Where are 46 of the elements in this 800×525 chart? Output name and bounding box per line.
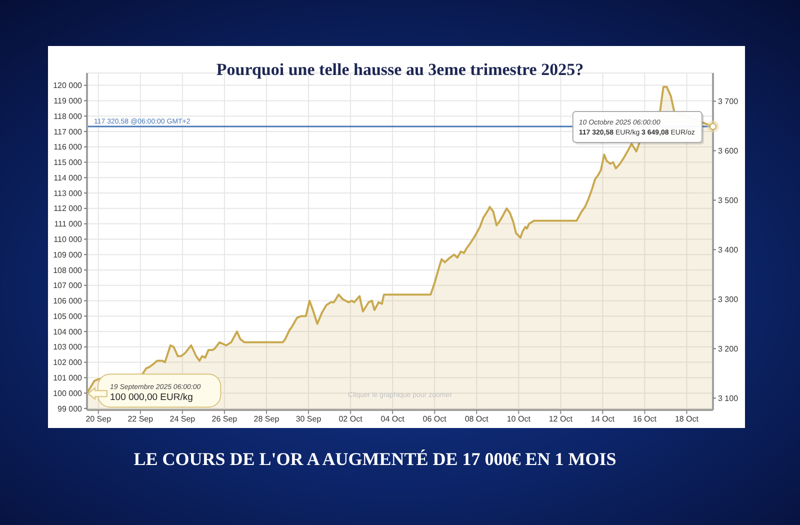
y2-tick-label: 3 100 bbox=[718, 394, 739, 403]
y-tick-label: 117 000 bbox=[54, 127, 83, 136]
x-tick-label: 16 Oct bbox=[632, 414, 658, 424]
x-tick-label: 06 Oct bbox=[422, 414, 448, 424]
y-tick-label: 120 000 bbox=[53, 81, 83, 90]
y-tick-label: 100 000 bbox=[53, 388, 83, 398]
y-tick-label: 115 000 bbox=[54, 158, 83, 168]
y2-tick-label: 3 700 bbox=[718, 97, 739, 106]
x-tick-label: 26 Sep bbox=[212, 414, 238, 424]
y-tick-label: 111 000 bbox=[54, 220, 83, 229]
y-tick-label: 106 000 bbox=[53, 296, 83, 306]
y-tick-label: 112 000 bbox=[54, 204, 83, 214]
x-tick-label: 08 Oct bbox=[464, 414, 490, 424]
x-tick-label: 10 Oct bbox=[506, 414, 532, 424]
y-tick-label: 99 000 bbox=[58, 404, 83, 414]
x-tick-label: 12 Oct bbox=[548, 414, 574, 424]
x-tick-label: 28 Sep bbox=[254, 414, 280, 424]
y-tick-label: 113 000 bbox=[54, 188, 83, 198]
x-tick-label: 20 Sep bbox=[86, 414, 112, 424]
y-tick-label: 107 000 bbox=[53, 281, 83, 290]
x-tick-label: 24 Sep bbox=[170, 414, 196, 424]
y-tick-label: 101 000 bbox=[53, 373, 83, 382]
y2-tick-label: 3 300 bbox=[718, 294, 739, 304]
y-tick-label: 108 000 bbox=[53, 266, 83, 275]
y-tick-label: 102 000 bbox=[53, 358, 83, 368]
y-tick-label: 116 000 bbox=[54, 142, 83, 152]
y-tick-label: 119 000 bbox=[54, 96, 83, 106]
text: LE COURS DE L'OR A AUGMENTÉ DE 17 000€ EN 1 MOIS bbox=[132, 448, 618, 471]
x-tick-label: 14 Oct bbox=[590, 414, 616, 424]
y-tick-label: 114 000 bbox=[54, 173, 83, 182]
x-tick-label: 30 Sep bbox=[296, 414, 322, 424]
x-tick-label: 18 Oct bbox=[674, 414, 700, 424]
chart-title: Pourquoi une telle hausse au 3eme trimestre 2025? bbox=[215, 60, 585, 80]
y2-tick-label: 3 400 bbox=[718, 245, 739, 254]
y-tick-label: 103 000 bbox=[53, 342, 83, 352]
y2-tick-label: 3 600 bbox=[718, 146, 739, 156]
y2-tick-label: 3 200 bbox=[718, 344, 739, 354]
y2-tick-label: 3 500 bbox=[718, 196, 739, 205]
y-tick-label: 110 000 bbox=[54, 234, 83, 244]
x-tick-label: 02 Oct bbox=[338, 414, 364, 424]
x-tick-label: 22 Sep bbox=[128, 414, 154, 424]
x-tick-label: 04 Oct bbox=[380, 414, 406, 424]
y-tick-label: 118 000 bbox=[54, 112, 83, 121]
y-tick-label: 105 000 bbox=[53, 312, 83, 321]
y-tick-label: 109 000 bbox=[53, 250, 83, 260]
y-tick-label: 104 000 bbox=[53, 327, 83, 336]
